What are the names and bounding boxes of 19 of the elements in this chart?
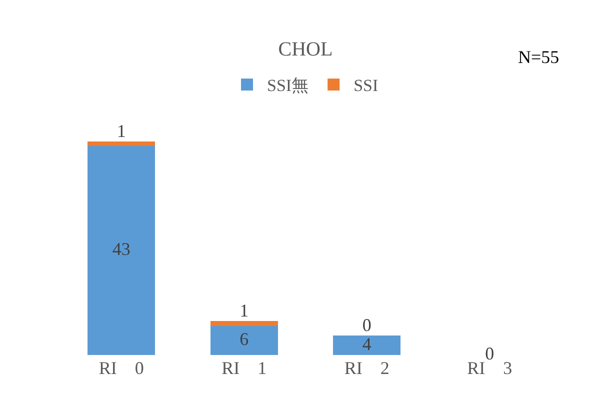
data-label: 1 [116, 120, 126, 141]
data-label: 6 [240, 328, 249, 349]
bar [333, 336, 401, 355]
data-label: 4 [362, 334, 372, 354]
bar [88, 141, 156, 146]
chart-title: CHOL [278, 38, 333, 60]
data-label: 0 [362, 315, 372, 336]
text: N=55 [518, 47, 560, 67]
data-label: 0 [485, 344, 494, 364]
x-tick-label: RI 2 [344, 358, 390, 378]
x-tick-label: RI 0 [98, 358, 144, 378]
bar [210, 320, 278, 326]
bar [88, 146, 156, 355]
bar [210, 326, 278, 355]
data-label: 1 [240, 300, 249, 320]
data-label: 43 [112, 239, 130, 260]
legend-label: SSI [354, 76, 378, 96]
x-tick-label: RI 1 [222, 358, 267, 378]
legend-label: SSI無 [267, 76, 309, 96]
